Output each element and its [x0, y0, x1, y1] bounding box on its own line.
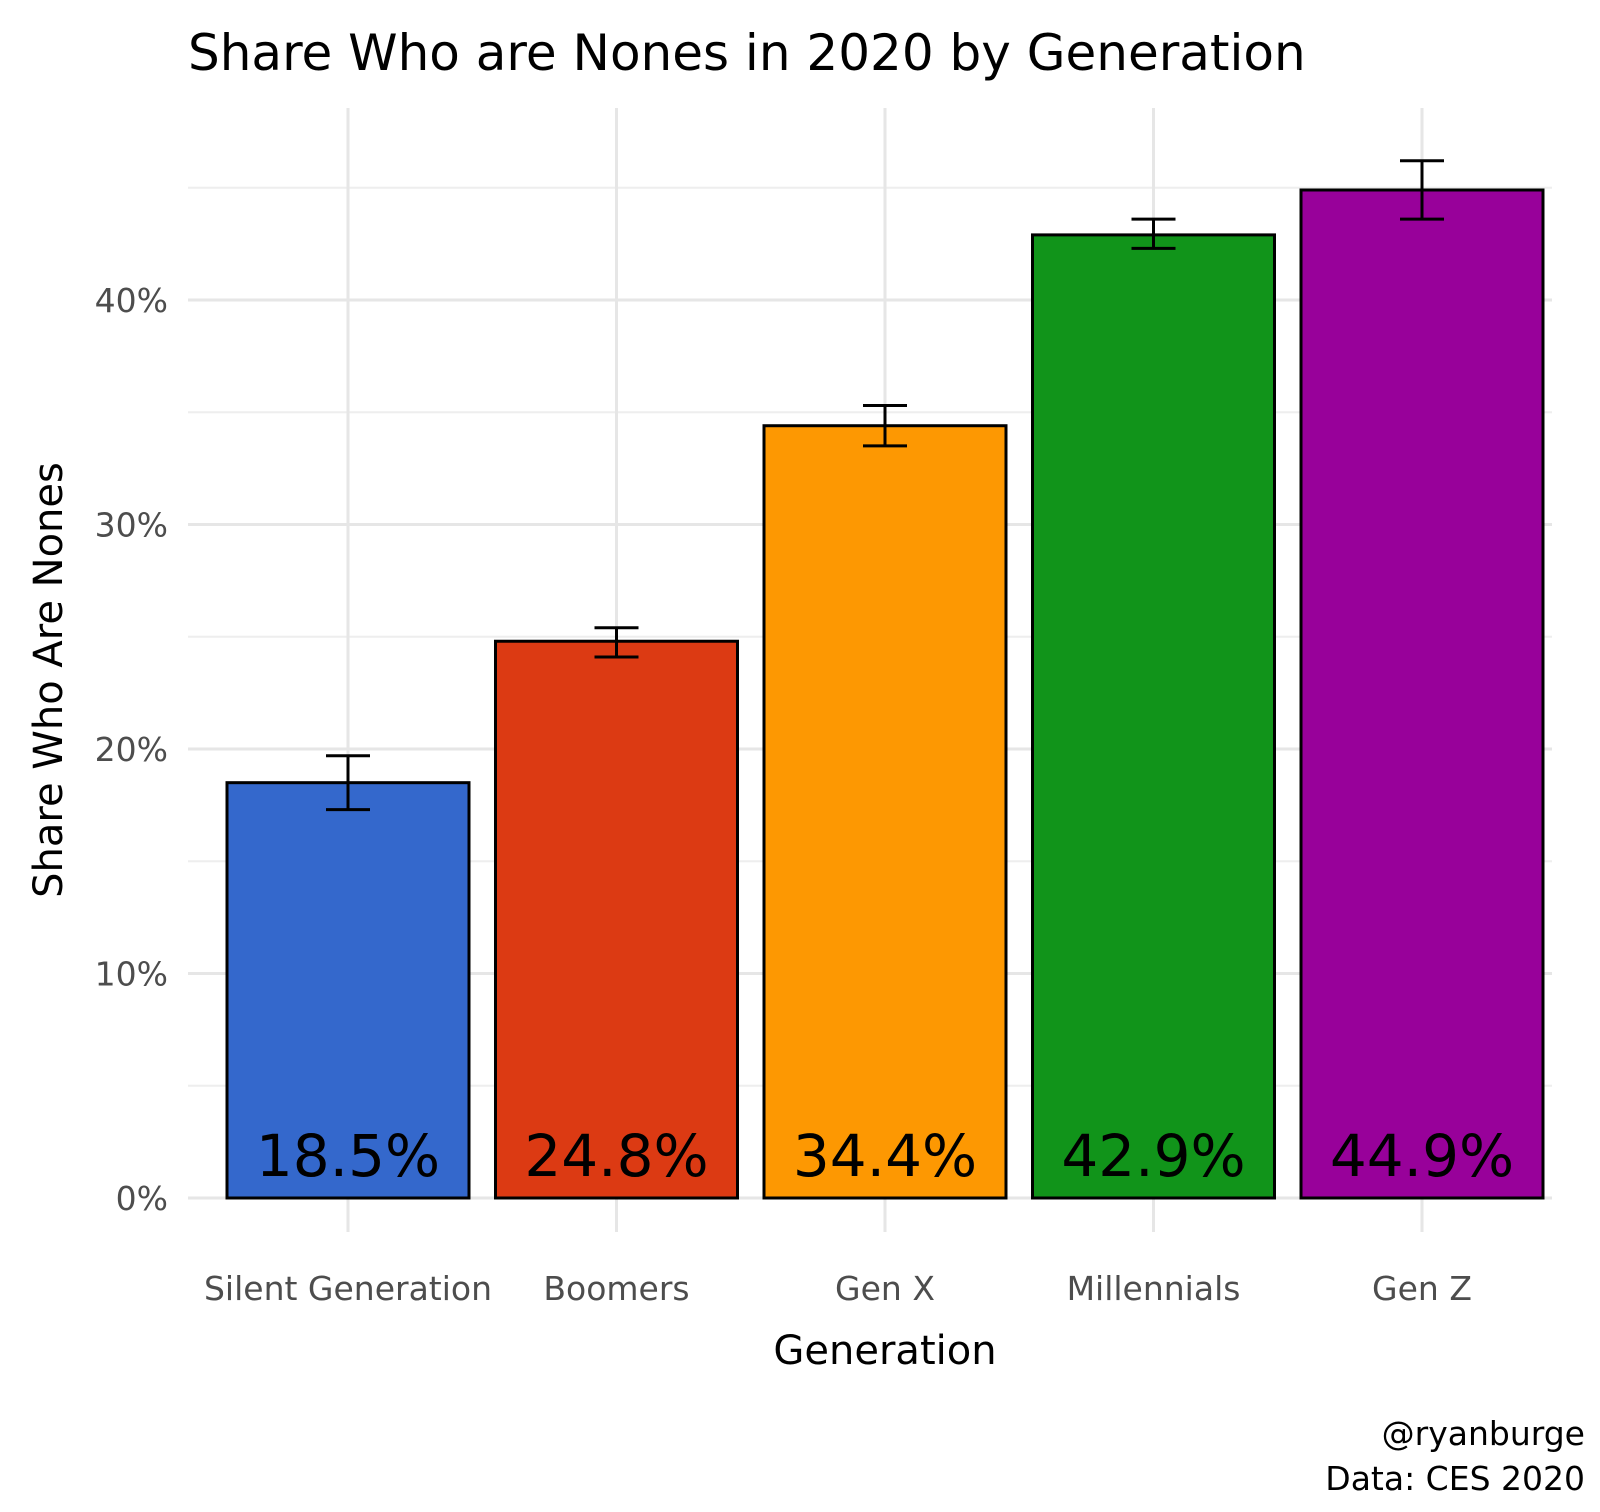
bar-value-label: 18.5%: [256, 1122, 440, 1190]
y-tick-label: 0%: [116, 1179, 168, 1218]
x-tick-label: Silent Generation: [204, 1269, 492, 1308]
bar-millennials: [1031, 233, 1276, 1200]
bar-silent-generation: [225, 781, 471, 1200]
bar-value-label: 42.9%: [1061, 1122, 1245, 1190]
error-bars: [326, 159, 1444, 812]
error-bar: [863, 404, 907, 448]
error-bar: [1400, 159, 1444, 221]
error-bar: [594, 626, 639, 659]
bar-value-label: 24.8%: [524, 1122, 708, 1190]
chart-title: Share Who are Nones in 2020 by Generatio…: [188, 24, 1306, 82]
x-tick-label: Millennials: [1067, 1269, 1241, 1308]
bars: [225, 188, 1545, 1200]
x-tick-label: Boomers: [543, 1269, 689, 1308]
x-tick-label: Gen X: [835, 1269, 935, 1308]
x-axis-title: Generation: [773, 1328, 996, 1374]
y-tick-label: 20%: [95, 730, 168, 769]
x-axis-ticks: Silent Generation Boomers Gen X Millennials…: [204, 1269, 1472, 1308]
error-bar: [1131, 217, 1176, 250]
x-tick-label: Gen Z: [1372, 1269, 1472, 1308]
caption-source: Data: CES 2020: [1325, 1459, 1585, 1498]
bar-gen-z: [1299, 188, 1545, 1200]
bar-value-label: 34.4%: [793, 1122, 977, 1190]
bar-labels: 18.5% 24.8% 34.4% 42.9% 44.9%: [256, 1122, 1514, 1190]
y-axis-ticks: 0% 10% 20% 30% 40%: [95, 281, 168, 1218]
bar-boomers: [494, 639, 739, 1200]
y-tick-label: 40%: [95, 281, 168, 320]
bar-value-label: 44.9%: [1330, 1122, 1514, 1190]
y-tick-label: 30%: [95, 506, 168, 545]
y-axis-title: Share Who Are Nones: [26, 462, 72, 898]
caption-handle: @ryanburge: [1382, 1414, 1585, 1453]
bar-gen-x: [762, 424, 1008, 1200]
error-bar: [326, 754, 370, 812]
y-tick-label: 10%: [95, 955, 168, 994]
